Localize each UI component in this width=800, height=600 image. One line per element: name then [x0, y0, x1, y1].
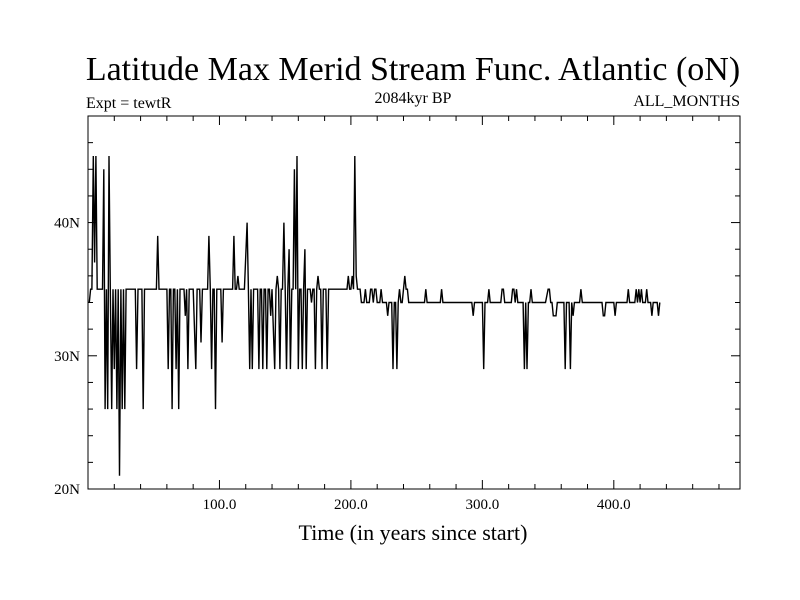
subtitle-center: 2084kyr BP	[375, 90, 452, 107]
series-line	[88, 155, 661, 476]
x-tick-label: 200.0	[334, 497, 368, 513]
x-tick-label: 300.0	[465, 497, 499, 513]
y-tick-label: 20N	[54, 482, 80, 498]
y-tick-label: 40N	[54, 216, 80, 232]
tick-label-group: 100.0 200.0 300.0 400.0 20N 30N 40N	[54, 216, 631, 513]
tick-group	[88, 116, 740, 489]
x-tick-label: 100.0	[203, 497, 237, 513]
x-tick-label: 400.0	[597, 497, 631, 513]
x-axis-label: Time (in years since start)	[299, 520, 528, 545]
chart-title: Latitude Max Merid Stream Func. Atlantic…	[86, 51, 740, 88]
y-tick-label: 30N	[54, 349, 80, 365]
subtitle-left: Expt = tewtR	[86, 95, 172, 112]
subtitle-right: ALL_MONTHS	[633, 93, 740, 110]
